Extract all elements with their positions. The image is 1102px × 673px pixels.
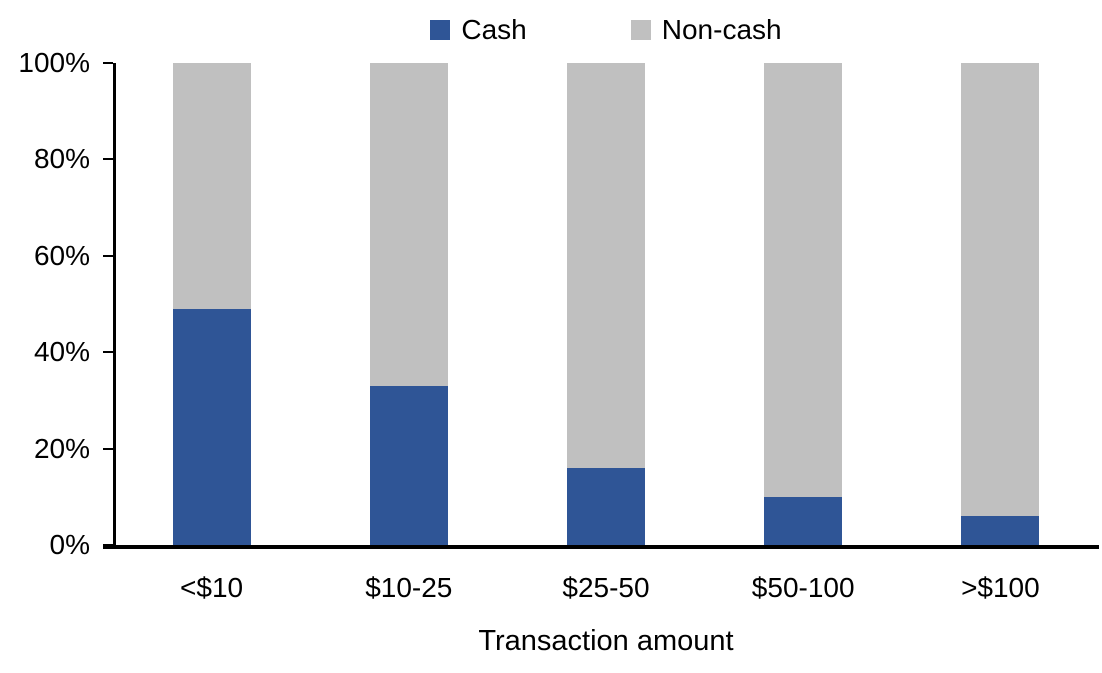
y-tick-label: 100% bbox=[18, 47, 90, 78]
y-tick-label: 0% bbox=[49, 529, 90, 560]
bar-segment-non-cash bbox=[369, 63, 448, 386]
bar-segment-cash bbox=[369, 385, 448, 545]
legend-item-cash: Cash bbox=[430, 14, 527, 45]
noncash-swatch-icon bbox=[630, 20, 651, 40]
y-axis-tick bbox=[103, 544, 113, 546]
legend: Cash Non-cash bbox=[113, 10, 1099, 50]
y-axis-tick bbox=[103, 158, 113, 161]
x-axis-line bbox=[103, 545, 1099, 549]
bar-segment-non-cash bbox=[567, 63, 645, 468]
y-axis-tick bbox=[103, 254, 113, 257]
bar-segment-cash bbox=[567, 467, 645, 545]
legend-label-noncash: Non-cash bbox=[661, 14, 782, 45]
bar-segment-non-cash bbox=[961, 63, 1040, 517]
x-tick-label: >$100 bbox=[961, 572, 1040, 603]
bar-segment-non-cash bbox=[764, 63, 843, 497]
legend-label-cash: Cash bbox=[461, 14, 527, 45]
x-tick-label: <$10 bbox=[180, 572, 244, 603]
x-axis-title: Transaction amount bbox=[478, 625, 734, 657]
cash-swatch-icon bbox=[430, 20, 451, 40]
y-tick-label: 40% bbox=[33, 336, 90, 368]
legend-item-noncash: Non-cash bbox=[630, 14, 782, 45]
y-axis-tick bbox=[103, 447, 113, 450]
x-tick-label: $25-50 bbox=[562, 572, 650, 603]
y-axis-tick bbox=[103, 62, 113, 64]
bar-segment-non-cash bbox=[172, 63, 251, 309]
bar-segment-cash bbox=[172, 308, 251, 545]
x-tick-label: $50-100 bbox=[751, 572, 855, 603]
plot-area bbox=[113, 63, 1099, 545]
y-axis-tick bbox=[103, 351, 113, 354]
y-tick-label: 20% bbox=[33, 432, 90, 464]
x-tick-label: $10-25 bbox=[365, 572, 453, 603]
y-tick-label: 80% bbox=[33, 143, 90, 175]
y-tick-label: 60% bbox=[33, 239, 90, 271]
bar-segment-cash bbox=[961, 516, 1040, 545]
y-axis-line bbox=[113, 63, 116, 549]
bar-segment-cash bbox=[764, 496, 843, 545]
